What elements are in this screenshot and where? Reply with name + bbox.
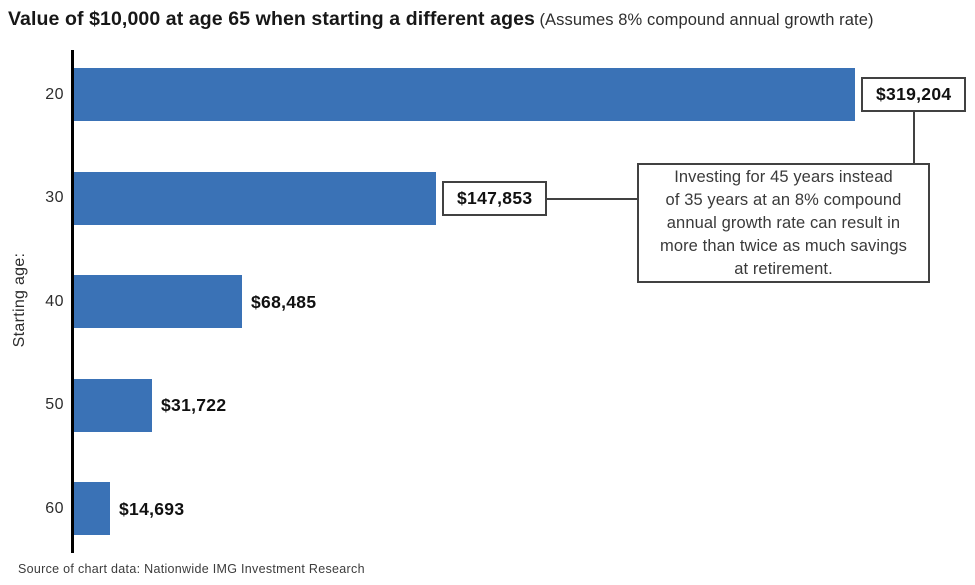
value-label-40: $68,485 bbox=[251, 291, 317, 312]
chart-subtitle: (Assumes 8% compound annual growth rate) bbox=[539, 11, 874, 29]
y-tick-label-40: 40 bbox=[45, 292, 64, 310]
value-label-60: $14,693 bbox=[119, 498, 185, 519]
y-tick-label-50: 50 bbox=[45, 396, 64, 413]
y-tick-label-60: 60 bbox=[45, 499, 64, 517]
chart-title: Value of $10,000 at age 65 when starting… bbox=[8, 8, 535, 30]
y-tick-label-30: 30 bbox=[45, 189, 64, 206]
bar-age-50 bbox=[74, 378, 152, 432]
value-label-20: $319,204 bbox=[861, 77, 967, 112]
source-note: Source of chart data: Nationwide IMG Inv… bbox=[18, 562, 365, 576]
value-label-30: $147,853 bbox=[442, 180, 548, 216]
bar-age-30 bbox=[74, 171, 436, 225]
y-axis-line bbox=[71, 50, 74, 553]
connector-horizontal bbox=[547, 198, 637, 200]
y-axis-title: Starting age: bbox=[11, 252, 28, 348]
value-label-50: $31,722 bbox=[161, 395, 227, 415]
y-tick-label-20: 20 bbox=[45, 85, 64, 103]
chart-header: Value of $10,000 at age 65 when starting… bbox=[8, 8, 968, 31]
connector-vertical bbox=[913, 112, 915, 163]
bar-age-20 bbox=[74, 68, 855, 121]
bar-age-60 bbox=[74, 482, 110, 535]
annotation-box: Investing for 45 years instead of 35 yea… bbox=[637, 163, 930, 283]
bar-age-40 bbox=[74, 275, 242, 328]
